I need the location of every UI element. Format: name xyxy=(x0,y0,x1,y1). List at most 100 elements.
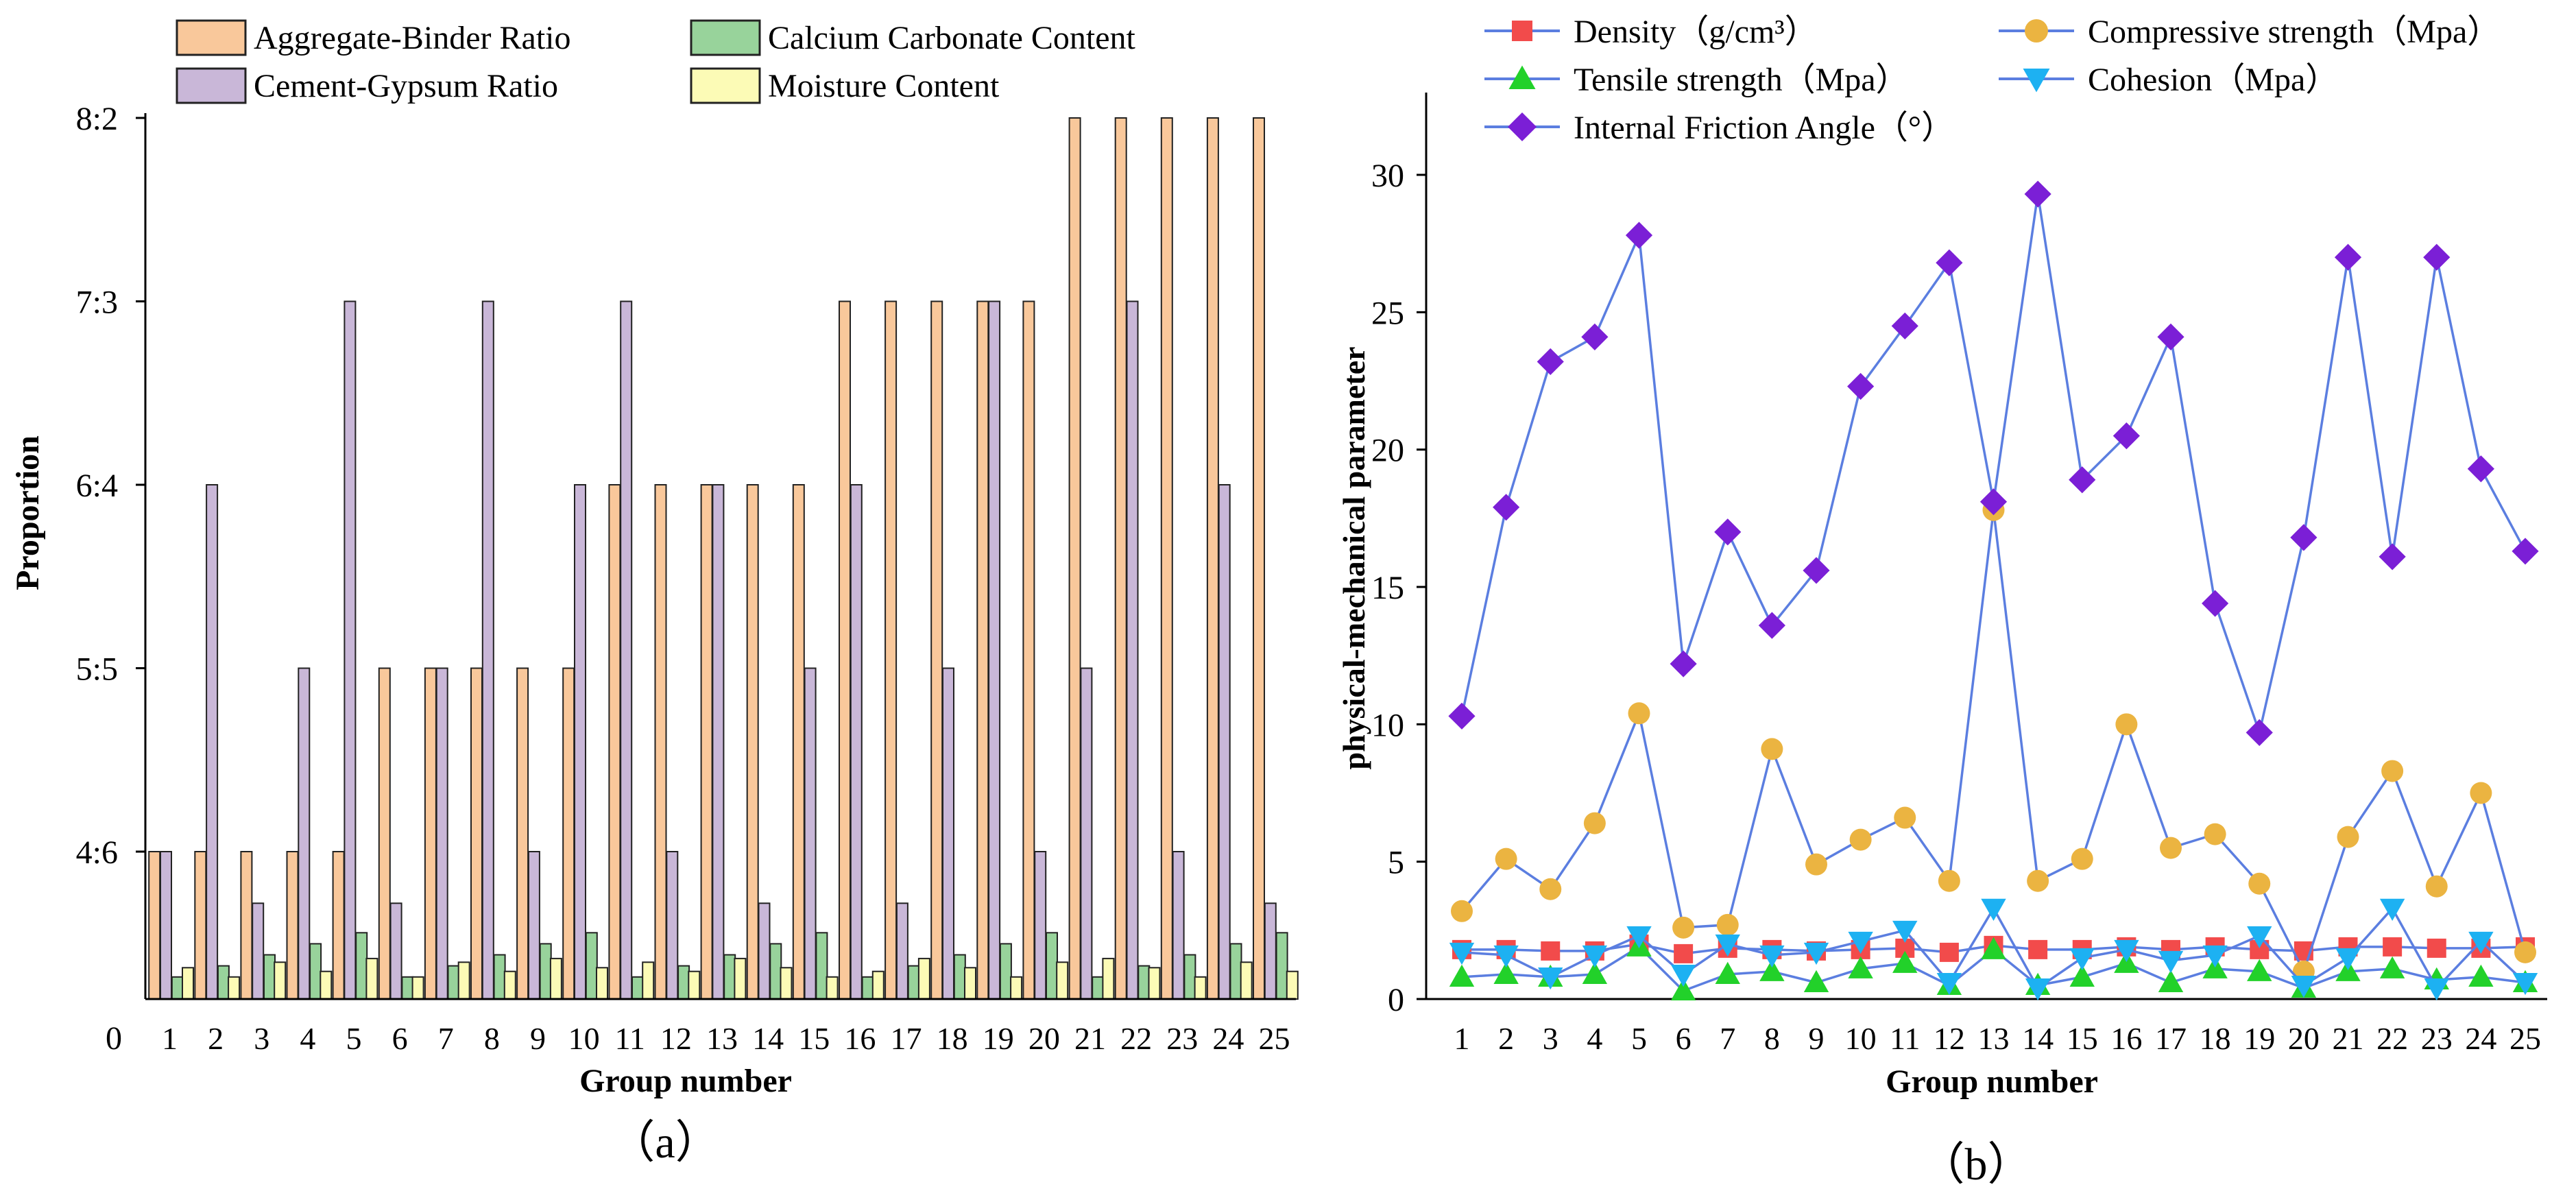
bar-calcium-18 xyxy=(953,954,966,1000)
bar-calcium-17 xyxy=(907,965,920,1000)
panel-a-x-tick-label: 2 xyxy=(208,1021,224,1056)
bar-aggregate-13 xyxy=(700,484,713,1000)
bar-cement-25 xyxy=(1264,902,1277,1000)
bar-moisture-1 xyxy=(182,967,194,1000)
bar-aggregate-1 xyxy=(148,851,161,1000)
point-friction-16 xyxy=(2112,422,2140,450)
point-cohesion-6 xyxy=(1670,964,1696,987)
panel-b-x-tick-label: 25 xyxy=(2509,1021,2541,1056)
point-tensile-7 xyxy=(1715,961,1740,984)
bar-calcium-8 xyxy=(493,954,506,1000)
panel-b-y-tick-label: 30 xyxy=(1371,158,1404,194)
bar-calcium-9 xyxy=(539,943,552,1000)
point-compressive-2 xyxy=(1495,848,1517,870)
bar-calcium-2 xyxy=(217,965,230,1000)
point-friction-3 xyxy=(1537,348,1564,376)
bar-aggregate-22 xyxy=(1114,117,1127,1000)
bar-calcium-23 xyxy=(1183,954,1196,1000)
point-cohesion-8 xyxy=(1759,945,1785,968)
bar-moisture-25 xyxy=(1286,970,1299,1000)
bar-calcium-20 xyxy=(1046,932,1058,1000)
panel-b-y-axis-label: physical-mechanical parameter xyxy=(1336,346,1371,769)
point-compressive-24 xyxy=(2470,782,2492,804)
bar-aggregate-10 xyxy=(562,667,575,1000)
bar-aggregate-14 xyxy=(746,484,759,1000)
bar-moisture-18 xyxy=(964,967,976,1000)
point-friction-8 xyxy=(1758,612,1785,639)
bar-calcium-12 xyxy=(677,965,690,1000)
bar-aggregate-12 xyxy=(654,484,667,1000)
point-tensile-1 xyxy=(1449,964,1475,987)
panel-b-y-tick-label: 5 xyxy=(1388,845,1404,881)
panel-b-x-tick-label: 17 xyxy=(2155,1021,2187,1056)
bar-moisture-24 xyxy=(1240,961,1253,1000)
point-tensile-17 xyxy=(2158,970,2184,992)
point-cohesion-2 xyxy=(1493,945,1519,968)
bar-calcium-1 xyxy=(171,976,184,1000)
bar-cement-20 xyxy=(1034,851,1047,1000)
panel-a-x-tick-label: 20 xyxy=(1028,1021,1060,1056)
bar-aggregate-8 xyxy=(470,667,483,1000)
legend-label-cement: Cement-Gypsum Ratio xyxy=(254,68,558,104)
point-compressive-16 xyxy=(2115,713,2138,736)
point-tensile-8 xyxy=(1759,959,1785,981)
point-compressive-25 xyxy=(2514,941,2536,963)
point-tensile-9 xyxy=(1803,970,1829,992)
bar-cement-16 xyxy=(850,484,863,1000)
legend-swatch-aggregate xyxy=(176,19,247,56)
point-friction-14 xyxy=(2024,180,2051,208)
panel-a-x-tick-label: 19 xyxy=(983,1021,1014,1056)
panel-b-x-tick-label: 16 xyxy=(2110,1021,2142,1056)
bar-moisture-7 xyxy=(457,961,470,1000)
point-friction-13 xyxy=(1979,488,2008,516)
point-cohesion-16 xyxy=(2114,939,2139,963)
bar-aggregate-6 xyxy=(378,667,391,1000)
point-compressive-12 xyxy=(1938,869,1960,892)
bar-calcium-10 xyxy=(585,932,598,1000)
panel-a-zero-label: 0 xyxy=(106,1020,122,1057)
bar-moisture-21 xyxy=(1102,957,1115,1000)
bar-calcium-7 xyxy=(447,965,460,1000)
bar-cement-21 xyxy=(1080,667,1093,1000)
panel-b-legend: Density（g/cm³） Compressive strength（Mpa） T… xyxy=(1484,14,2500,146)
point-compressive-10 xyxy=(1849,828,1872,851)
point-tensile-2 xyxy=(1493,961,1519,984)
panel-a-x-tick-label: 4 xyxy=(300,1021,315,1056)
panel-b-x-tick-label: 22 xyxy=(2376,1021,2408,1056)
point-friction-21 xyxy=(2334,243,2362,271)
panel-a-x-tick-label: 12 xyxy=(660,1021,692,1056)
point-compressive-9 xyxy=(1805,853,1827,876)
bar-calcium-24 xyxy=(1229,943,1242,1000)
panel-b-x-tick-label: 21 xyxy=(2333,1021,2364,1056)
bar-cement-5 xyxy=(344,300,357,1000)
bar-moisture-10 xyxy=(596,967,608,1000)
point-cohesion-19 xyxy=(2247,926,2272,949)
point-friction-25 xyxy=(2512,538,2539,565)
panel-a-y-tick-label: 7:3 xyxy=(76,285,118,321)
bar-cement-12 xyxy=(666,851,679,1000)
point-friction-12 xyxy=(1936,249,1963,276)
point-compressive-5 xyxy=(1628,702,1650,725)
legend-marker-compressive xyxy=(2025,19,2048,43)
point-density-23 xyxy=(2427,938,2446,958)
point-cohesion-21 xyxy=(2335,948,2361,971)
panel-b-x-tick-label: 2 xyxy=(1498,1021,1514,1056)
point-tensile-24 xyxy=(2468,964,2494,987)
panel-b-x-axis-label: Group number xyxy=(1886,1063,2098,1100)
bar-moisture-15 xyxy=(826,976,839,1000)
legend-label-cohesion: Cohesion（Mpa） xyxy=(2088,62,2338,98)
bar-calcium-3 xyxy=(263,954,276,1000)
panel-a-x-tick-label: 7 xyxy=(438,1021,454,1056)
point-friction-5 xyxy=(1625,221,1653,249)
point-compressive-19 xyxy=(2248,872,2271,895)
panel-b-y-tick-label: 25 xyxy=(1371,295,1404,331)
point-density-3 xyxy=(1541,941,1561,961)
bar-cement-13 xyxy=(712,484,725,1000)
bar-moisture-20 xyxy=(1056,961,1069,1000)
point-tensile-13 xyxy=(1981,937,2006,959)
point-density-12 xyxy=(1939,942,1959,962)
point-tensile-6 xyxy=(1670,978,1696,1000)
bar-moisture-12 xyxy=(688,970,701,1000)
point-cohesion-14 xyxy=(2025,978,2051,1001)
